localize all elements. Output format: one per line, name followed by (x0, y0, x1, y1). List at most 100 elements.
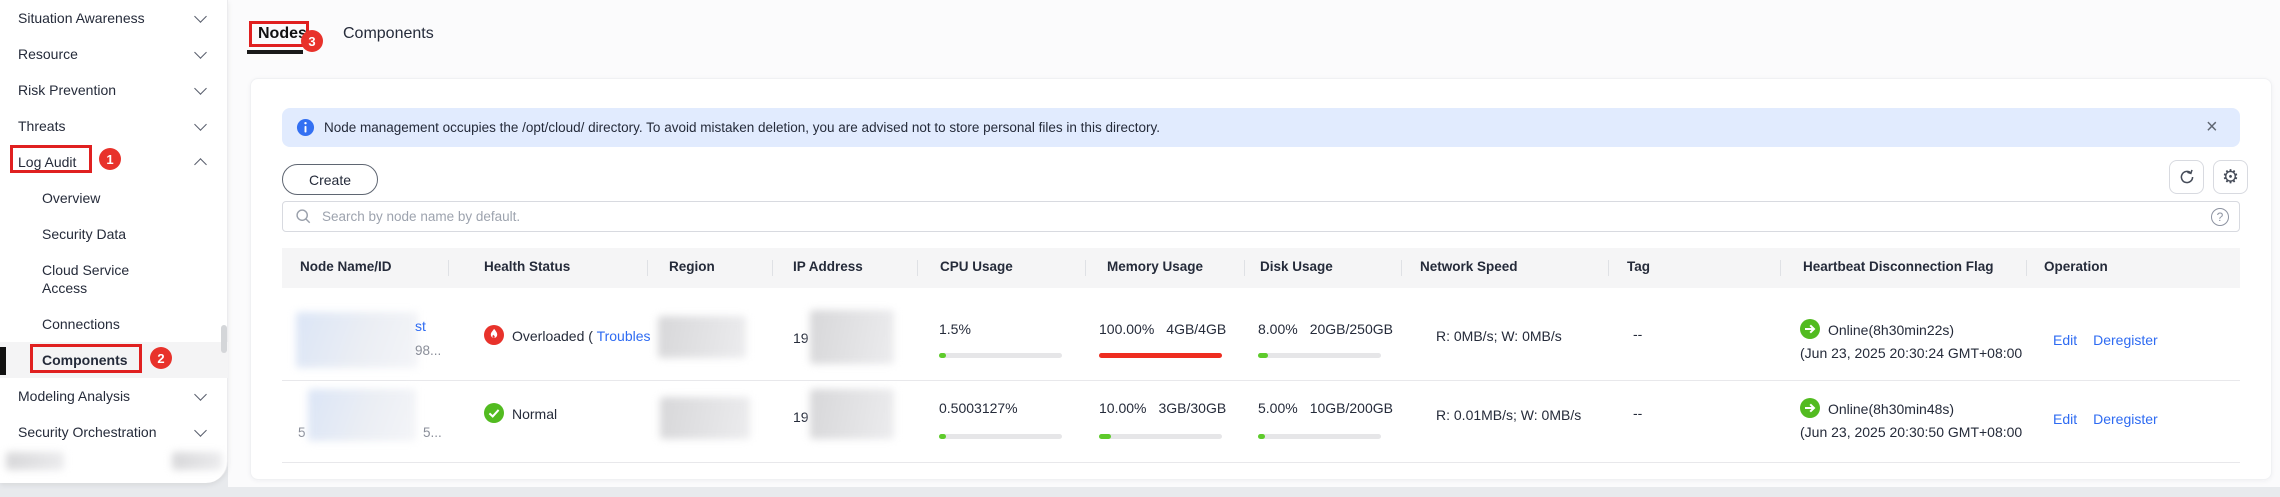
redacted-sidebar-item (172, 452, 222, 470)
heartbeat-cell-line2: (Jun 23, 2025 20:30:24 GMT+08:00 (1800, 345, 2023, 361)
health-status-cell: Normal (484, 403, 557, 426)
redacted-region (658, 316, 746, 358)
ip-address-cell: 19 (793, 330, 809, 346)
tag-cell: -- (1633, 405, 1643, 421)
sidebar-item-log-audit[interactable]: Log Audit (0, 144, 228, 180)
sidebar-item-label: Security Orchestration (18, 424, 157, 440)
info-icon (296, 118, 315, 142)
redacted-node-name (308, 389, 416, 441)
tab-components[interactable]: Components (343, 25, 434, 42)
sidebar-item-label: Modeling Analysis (18, 388, 131, 404)
node-name-link[interactable]: st (415, 318, 426, 334)
deregister-link[interactable]: Deregister (2093, 332, 2158, 348)
sidebar-item-modeling-analysis[interactable]: Modeling Analysis (0, 378, 228, 414)
col-header-ip-address: IP Address (793, 259, 863, 274)
sidebar-item-label: Risk Prevention (18, 82, 117, 98)
overloaded-icon (484, 325, 504, 348)
annotation-box-components (30, 344, 142, 373)
col-header-disk-usage: Disk Usage (1260, 259, 1333, 274)
disk-usage-text: 8.00% 20GB/250GB (1258, 321, 1393, 337)
sidebar-item-overview[interactable]: Overview (0, 180, 228, 216)
refresh-icon (2180, 169, 2193, 184)
sidebar-active-indicator (0, 347, 6, 375)
annotation-box-log-audit (10, 145, 92, 173)
chevron-down-icon (194, 117, 207, 131)
cpu-usage-bar (939, 434, 1062, 439)
sidebar-item-security-orchestration[interactable]: Security Orchestration (0, 414, 228, 450)
annotation-badge-3: 3 (301, 30, 323, 52)
heartbeat-cell-line1: Online(8h30min22s) (1800, 319, 1954, 342)
sidebar-item-risk-prevention[interactable]: Risk Prevention (0, 72, 228, 108)
node-id: 5... (423, 425, 442, 440)
sidebar-item-label: Log Audit (18, 154, 77, 170)
sidebar-item-situation-awareness[interactable]: Situation Awareness (0, 0, 228, 36)
col-header-network-speed: Network Speed (1420, 259, 1518, 274)
sidebar: Situation Awareness Resource Risk Preven… (0, 0, 228, 483)
node-id: 98... (415, 343, 442, 358)
table-bottom-divider (282, 462, 2240, 463)
create-button[interactable]: Create (282, 164, 378, 195)
memory-usage-text: 100.00% 4GB/4GB (1099, 321, 1227, 337)
sidebar-item-label: Cloud Service Access (42, 262, 130, 296)
nodes-table: Node Name/ID Health Status Region IP Add… (282, 248, 2240, 464)
sidebar-item-cloud-service-access[interactable]: Cloud Service Access (0, 252, 228, 306)
memory-usage-bar (1099, 353, 1222, 358)
row-divider (282, 380, 2240, 381)
heartbeat-status: Online(8h30min22s) (1828, 322, 1955, 338)
annotation-badge-1: 1 (99, 148, 121, 170)
sidebar-item-security-data[interactable]: Security Data (0, 216, 228, 252)
tab-active-underline (247, 50, 303, 54)
redacted-node-name (296, 312, 418, 368)
settings-button[interactable]: ⚙ (2213, 160, 2248, 194)
col-header-operation: Operation (2044, 259, 2108, 274)
edit-link[interactable]: Edit (2053, 332, 2078, 348)
troubleshoot-link[interactable]: Troubles (596, 328, 651, 344)
deregister-link[interactable]: Deregister (2093, 411, 2158, 427)
cpu-usage-text: 1.5% (939, 321, 971, 337)
disk-usage-bar (1258, 353, 1381, 358)
operation-cell: Edit Deregister (2053, 332, 2158, 348)
tag-cell: -- (1633, 326, 1643, 342)
network-speed-cell: R: 0MB/s; W: 0MB/s (1436, 328, 1562, 344)
heartbeat-status: Online(8h30min48s) (1828, 401, 1955, 417)
sidebar-item-label: Overview (42, 190, 101, 206)
sidebar-item-label: Security Data (42, 226, 127, 242)
help-icon[interactable]: ? (2211, 208, 2229, 226)
sidebar-scrollbar-thumb[interactable] (221, 325, 227, 353)
disk-usage-text: 5.00% 10GB/200GB (1258, 400, 1393, 416)
col-header-node-name: Node Name/ID (300, 259, 392, 274)
col-header-region: Region (669, 259, 715, 274)
online-icon (1800, 398, 1820, 421)
close-icon[interactable]: × (2206, 116, 2218, 138)
refresh-button[interactable] (2169, 160, 2204, 194)
tab-nodes[interactable]: Nodes (258, 25, 307, 42)
col-header-tag: Tag (1627, 259, 1650, 274)
ip-address-cell: 19 (793, 409, 809, 425)
network-speed-cell: R: 0.01MB/s; W: 0MB/s (1436, 407, 1582, 423)
heartbeat-cell-line1: Online(8h30min48s) (1800, 398, 1954, 421)
chevron-down-icon (194, 423, 207, 437)
edit-link[interactable]: Edit (2053, 411, 2078, 427)
table-row: 5 5... Normal 19 0.5003127% 10.00% 3GB/30… (282, 381, 2240, 463)
sidebar-item-resource[interactable]: Resource (0, 36, 228, 72)
sidebar-item-label: Components (42, 352, 128, 368)
chevron-up-icon (194, 157, 207, 171)
search-input[interactable] (320, 208, 2239, 225)
sidebar-item-threats[interactable]: Threats (0, 108, 228, 144)
table-row: st 98... Overloaded ( Troubles 19 1.5% 1… (282, 288, 2240, 381)
redacted-sidebar-item (6, 452, 64, 470)
normal-icon (484, 403, 504, 426)
col-header-heartbeat-flag: Heartbeat Disconnection Flag (1803, 259, 1994, 274)
disk-usage-bar (1258, 434, 1381, 439)
chevron-down-icon (194, 387, 207, 401)
memory-usage-bar (1099, 434, 1222, 439)
banner-text: Node management occupies the /opt/cloud/… (324, 120, 1160, 135)
operation-cell: Edit Deregister (2053, 411, 2158, 427)
info-banner: Node management occupies the /opt/cloud/… (282, 108, 2240, 147)
online-icon (1800, 319, 1820, 342)
sidebar-item-connections[interactable]: Connections (0, 306, 228, 342)
chevron-down-icon (194, 9, 207, 23)
node-id-prefix: 5 (298, 425, 306, 440)
health-status-text: Normal (512, 406, 558, 422)
